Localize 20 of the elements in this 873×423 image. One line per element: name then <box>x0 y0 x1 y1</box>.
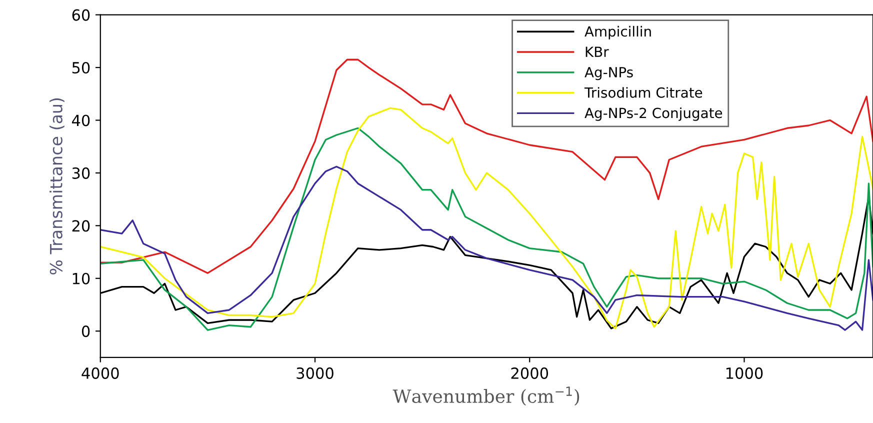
y-tick-label: 60 <box>72 9 90 21</box>
x-tick-label: 2000 <box>511 367 548 379</box>
legend-label: Ag-NPs <box>584 67 633 80</box>
y-axis-title: % Transmittance (au) <box>50 98 64 274</box>
legend-label: Trisodium Citrate <box>584 87 702 98</box>
legend-label: Ampicillin <box>584 26 651 40</box>
y-tick-label: 30 <box>72 167 90 179</box>
x-tick-label: 1000 <box>726 367 763 379</box>
y-tick-label: 50 <box>72 62 90 74</box>
legend-label: Ag-NPs-2 Conjugate <box>584 107 722 121</box>
x-tick-label: 3000 <box>296 367 334 379</box>
y-tick-label: 20 <box>72 220 90 232</box>
y-tick-label: 0 <box>82 326 90 338</box>
x-tick-label: 4000 <box>82 367 119 379</box>
y-tick-label: 40 <box>72 114 90 126</box>
x-axis-title: Wavenumber (cm$^{−1}$) <box>392 386 580 406</box>
y-tick-label: 10 <box>72 272 90 284</box>
legend-label: KBr <box>586 46 609 57</box>
line-series <box>100 58 873 274</box>
line-series <box>100 166 873 331</box>
